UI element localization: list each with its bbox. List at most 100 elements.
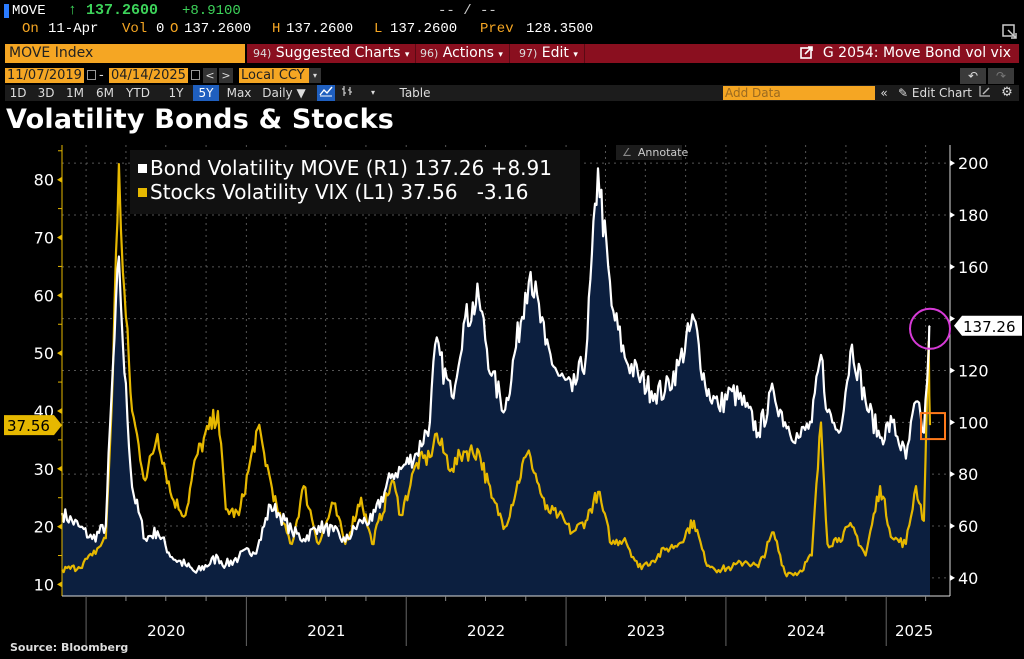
legend-change: +8.91	[490, 156, 552, 180]
timeframe-3d[interactable]: 3D	[37, 86, 55, 100]
line-chart-icon[interactable]	[317, 85, 335, 101]
ticker-symbol[interactable]: MOVE	[12, 3, 46, 19]
dropdown-caret-icon: ▾	[498, 50, 503, 60]
chart-edit-toggle-icon[interactable]	[977, 85, 993, 101]
start-date-field[interactable]: 11/07/2019	[5, 68, 84, 83]
left-tick	[57, 407, 62, 414]
edit-chart-label: Edit Chart	[911, 86, 972, 100]
chart-type-dropdown-icon[interactable]: ▾	[370, 88, 375, 97]
annotate-button[interactable]: ∠ Annotate	[616, 145, 688, 160]
vol-value: 0	[156, 21, 165, 37]
security-field[interactable]: MOVE Index	[5, 44, 245, 63]
left-tick	[57, 523, 62, 530]
menu-number: 96)	[420, 47, 439, 60]
chart-title: Volatility Bonds & Stocks	[6, 104, 395, 135]
dropdown-caret-icon: ▾	[573, 50, 578, 60]
right-tick-label: 100	[958, 413, 989, 432]
prev-period-button[interactable]: <	[203, 68, 217, 83]
annotate-label: Annotate	[637, 146, 689, 159]
legend: Bond Volatility MOVE (R1) 137.26 +8.91 S…	[130, 150, 580, 214]
timeframe-6m[interactable]: 6M	[96, 86, 114, 100]
right-tick-label: 60	[958, 517, 978, 536]
legend-series-name: Bond Volatility MOVE	[150, 156, 360, 180]
timeframe-5y[interactable]: 5Y	[193, 85, 219, 101]
currency-select[interactable]: Local CCY	[239, 68, 309, 83]
right-tick	[950, 160, 955, 167]
left-tick	[57, 176, 62, 183]
frequency-select[interactable]: Daily ▼	[262, 86, 306, 100]
highlight-circle	[909, 307, 951, 350]
quote-header: MOVE ↑ 137.2600 +8.9100 -- / --	[0, 2, 1024, 20]
undo-button[interactable]: ↶	[960, 68, 986, 84]
legend-swatch	[138, 188, 147, 197]
right-tick	[950, 419, 955, 426]
highlight-square	[920, 412, 946, 441]
up-arrow-icon: ↑	[68, 2, 78, 19]
prev-label: Prev	[480, 21, 514, 37]
add-data-input[interactable]: Add Data	[723, 86, 875, 100]
left-tick	[57, 292, 62, 299]
low-label: L	[374, 21, 383, 37]
timeframe-bar: 1D 3D 1M 6M YTD 1Y 5Y Max Daily ▼ ▾ Tabl…	[5, 85, 1019, 101]
left-tick-label: 50	[34, 344, 54, 363]
menu-strip: 94) Suggested Charts ▾ 96) Actions ▾ 97)…	[247, 44, 1019, 63]
gear-icon[interactable]: ⚙	[1001, 85, 1013, 100]
timeframe-1y[interactable]: 1Y	[168, 86, 184, 100]
low-value: 137.2600	[390, 21, 458, 37]
right-last-value-label: 137.26	[963, 318, 1016, 336]
edit-menu[interactable]: 97) Edit ▾	[513, 44, 585, 63]
actions-menu[interactable]: 96) Actions ▾	[414, 44, 510, 63]
open-value: 137.2600	[184, 21, 252, 37]
legend-axis: R1	[373, 156, 401, 180]
annotation-markers	[909, 307, 951, 441]
edit-chart-button[interactable]: ✎ Edit Chart	[897, 85, 973, 101]
open-label: O	[170, 21, 179, 37]
timeframe-max[interactable]: Max	[226, 86, 252, 100]
x-tick-label: 2025	[895, 622, 933, 640]
menu-label: Suggested Charts	[275, 45, 401, 61]
right-tick-label: 200	[958, 154, 989, 173]
calendar-icon[interactable]	[87, 70, 96, 80]
collapse-button[interactable]: «	[880, 86, 888, 100]
legend-item-vix[interactable]: Stocks Volatility VIX (L1) 37.56 -3.16	[138, 180, 580, 204]
end-date-field[interactable]: 04/14/2025	[109, 68, 188, 83]
axes: 1020304050607080406080100120160180200202…	[4, 145, 1022, 646]
quote-details: On 11-Apr Vol 0 O 137.2600 H 137.2600 L …	[0, 20, 1024, 38]
suggested-charts-menu[interactable]: 94) Suggested Charts ▾	[247, 44, 417, 63]
range-separator: -	[99, 68, 104, 83]
last-price: ↑ 137.2600	[68, 2, 158, 19]
left-tick	[57, 350, 62, 357]
vix-line	[61, 163, 932, 578]
x-tick-label: 2020	[147, 622, 185, 640]
calendar-icon[interactable]	[191, 70, 200, 80]
date-range-bar: 11/07/2019 - 04/14/2025 < > Local CCY ▾ …	[5, 68, 1019, 84]
on-date: 11-Apr	[48, 21, 99, 37]
left-tick-label: 20	[34, 518, 54, 537]
right-tick	[950, 471, 955, 478]
timeframe-ytd[interactable]: YTD	[126, 86, 150, 100]
left-tick-label: 60	[34, 286, 54, 305]
left-last-value-flag: 37.56	[4, 415, 62, 436]
next-period-button[interactable]: >	[219, 68, 233, 83]
high-value: 137.2600	[286, 21, 354, 37]
menu-bar: MOVE Index 94) Suggested Charts ▾ 96) Ac…	[5, 44, 1019, 63]
price-change: +8.9100	[182, 3, 241, 19]
pencil-icon: ∠	[622, 146, 632, 159]
chart-title-link[interactable]: G 2054: Move Bond vol vix	[800, 44, 1011, 65]
redo-button[interactable]: ↷	[988, 68, 1014, 84]
ohlc-bar-icon[interactable]	[339, 85, 355, 101]
timeframe-1m[interactable]: 1M	[66, 86, 84, 100]
table-button[interactable]: Table	[399, 86, 431, 100]
pencil-icon: ✎	[898, 86, 909, 100]
legend-change: -3.16	[476, 180, 529, 204]
legend-last: 37.56	[400, 180, 458, 204]
legend-item-move[interactable]: Bond Volatility MOVE (R1) 137.26 +8.91	[138, 156, 580, 180]
currency-dropdown-icon[interactable]: ▾	[309, 68, 321, 83]
high-label: H	[272, 21, 281, 37]
prev-value: 128.3500	[526, 21, 594, 37]
x-tick-label: 2024	[787, 622, 825, 640]
timeframe-1d[interactable]: 1D	[9, 86, 27, 100]
popout-icon[interactable]	[1002, 24, 1018, 40]
right-tick	[950, 523, 955, 530]
right-tick-label: 160	[958, 258, 989, 277]
